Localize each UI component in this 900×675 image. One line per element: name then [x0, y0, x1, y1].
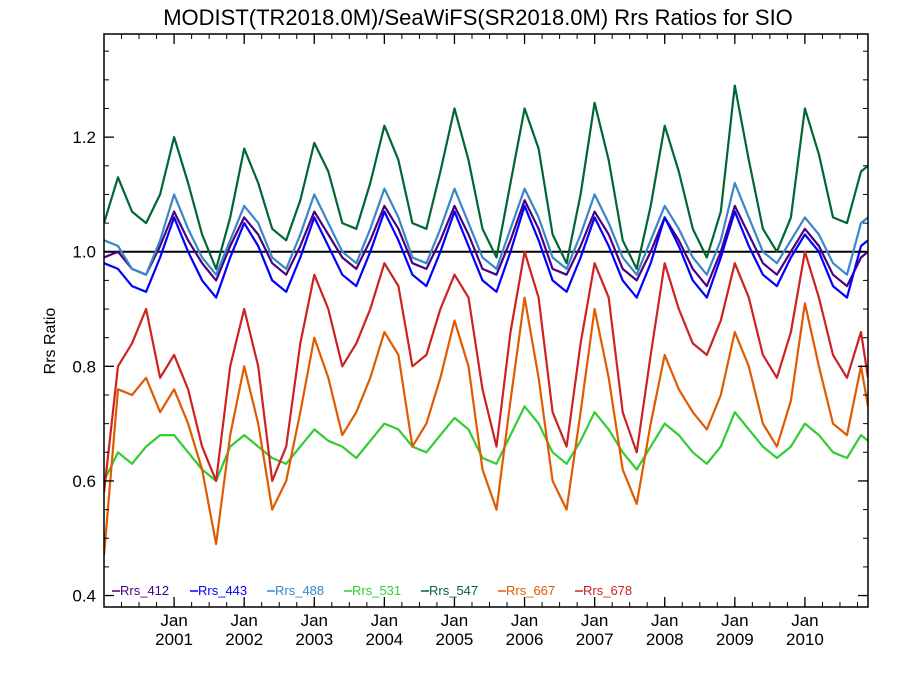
series-line-rrs-678	[104, 250, 868, 493]
series-line-rrs-488	[104, 181, 868, 276]
x-tick-year-label: 2006	[506, 630, 544, 649]
x-tick-month-label: Jan	[230, 611, 257, 630]
x-tick-month-label: Jan	[371, 611, 398, 630]
y-tick-label: 1.0	[72, 243, 96, 262]
legend-label: Rrs_488	[275, 583, 324, 598]
y-tick-label: 0.8	[72, 357, 96, 376]
x-tick-year-label: 2005	[436, 630, 474, 649]
y-tick-label: 0.6	[72, 472, 96, 491]
x-tick-month-label: Jan	[581, 611, 608, 630]
legend-label: Rrs_412	[120, 583, 169, 598]
y-tick-label: 0.4	[72, 587, 96, 606]
series-line-rrs-667	[104, 296, 868, 556]
series-line-rrs-531	[104, 405, 868, 482]
chart-title: MODIST(TR2018.0M)/SeaWiFS(SR2018.0M) Rrs…	[163, 5, 793, 30]
series-line-rrs-412	[104, 199, 868, 288]
x-tick-year-label: 2009	[716, 630, 754, 649]
legend-label: Rrs_531	[352, 583, 401, 598]
x-tick-year-label: 2002	[225, 630, 263, 649]
x-tick-year-label: 2008	[646, 630, 684, 649]
plot-area: 0.40.60.81.01.2Jan2001Jan2002Jan2003Jan2…	[72, 33, 869, 649]
x-tick-year-label: 2001	[155, 630, 193, 649]
y-tick-label: 1.2	[72, 128, 96, 147]
x-tick-month-label: Jan	[160, 611, 187, 630]
x-tick-month-label: Jan	[721, 611, 748, 630]
x-tick-month-label: Jan	[651, 611, 678, 630]
x-tick-year-label: 2010	[786, 630, 824, 649]
y-axis-label: Rrs Ratio	[42, 308, 59, 375]
plot-frame	[103, 33, 869, 608]
x-tick-month-label: Jan	[791, 611, 818, 630]
legend-label: Rrs_678	[583, 583, 632, 598]
x-tick-month-label: Jan	[441, 611, 468, 630]
series-line-rrs-443	[104, 204, 868, 299]
legend-label: Rrs_667	[506, 583, 555, 598]
x-tick-year-label: 2003	[295, 630, 333, 649]
x-tick-month-label: Jan	[301, 611, 328, 630]
x-tick-year-label: 2007	[576, 630, 614, 649]
series-line-rrs-547	[104, 84, 868, 270]
legend-label: Rrs_443	[198, 583, 247, 598]
legend-label: Rrs_547	[429, 583, 478, 598]
x-tick-month-label: Jan	[511, 611, 538, 630]
x-tick-year-label: 2004	[365, 630, 403, 649]
